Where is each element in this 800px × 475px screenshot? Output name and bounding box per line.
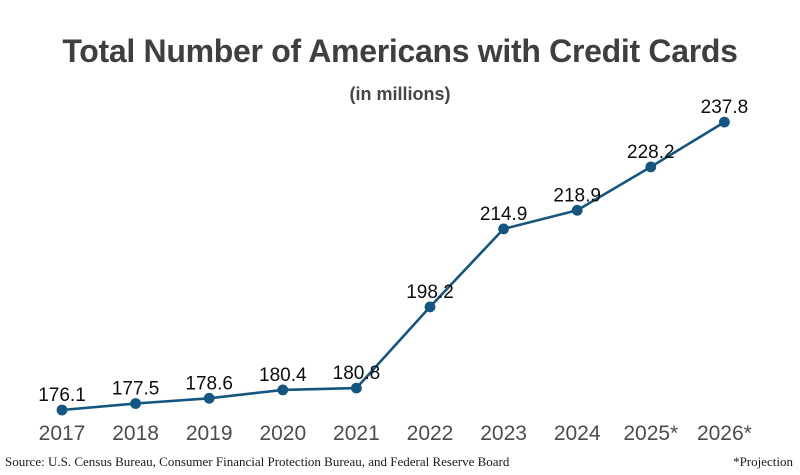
data-point: [203, 392, 215, 404]
source-note: Source: U.S. Census Bureau, Consumer Fin…: [5, 454, 510, 469]
data-point: [351, 382, 362, 394]
chart-footer: Source: U.S. Census Bureau, Consumer Fin…: [0, 454, 800, 470]
data-label: 180.4: [259, 365, 307, 386]
data-point: [719, 116, 730, 128]
chart-subtitle: (in millions): [349, 84, 451, 104]
data-label: 198.2: [406, 282, 454, 303]
data-point: [645, 161, 657, 173]
x-tick-label: 2025*: [623, 422, 678, 445]
chart-title: Total Number of Americans with Credit Ca…: [62, 33, 738, 69]
data-label: 178.6: [185, 373, 233, 394]
x-tick-label: 2024: [554, 422, 601, 445]
x-tick-label: 2020: [259, 422, 306, 445]
data-label: 177.5: [112, 379, 160, 400]
data-label: 176.1: [38, 385, 86, 406]
x-tick-label: 2022: [407, 422, 454, 445]
trend-line: [60, 120, 726, 412]
data-label: 214.9: [480, 204, 528, 225]
data-point: [130, 398, 142, 409]
data-label: 180.8: [333, 363, 381, 384]
x-tick-label: 2019: [186, 422, 233, 445]
x-tick-label: 2018: [112, 422, 159, 445]
data-point: [424, 301, 436, 313]
x-tick-label: 2023: [480, 422, 527, 445]
data-label: 218.9: [553, 185, 601, 206]
data-point: [56, 404, 68, 416]
data-point: [277, 384, 289, 396]
data-point: [571, 204, 583, 216]
data-point: [498, 223, 509, 235]
x-tick-label: 2021: [333, 422, 380, 445]
data-label: 228.2: [627, 142, 675, 163]
x-tick-label: 2026*: [697, 422, 752, 445]
data-label: 237.8: [701, 97, 749, 118]
projection-note: *Projection: [733, 454, 793, 469]
x-tick-label: 2017: [39, 422, 86, 445]
